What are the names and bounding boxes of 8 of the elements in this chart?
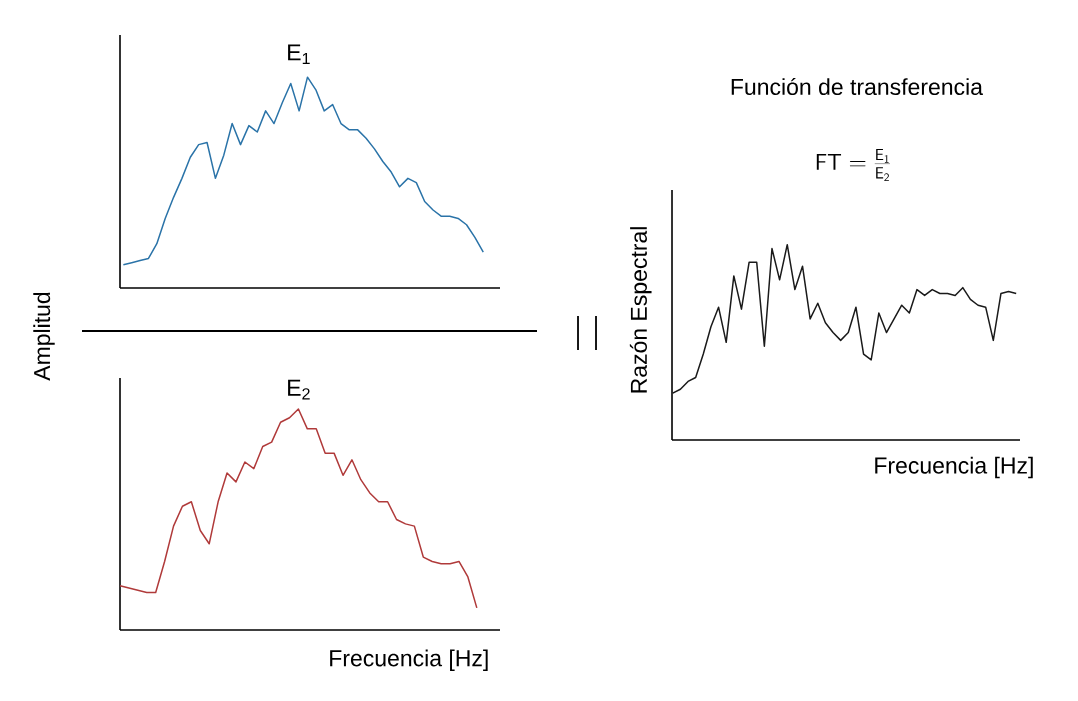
chart-title: Función de transferencia [731,77,983,96]
x-axis-title: Frecuencia [Hz] [875,456,1033,479]
text: $\mathsf{FT} = \frac{\mathsf{E}_{\mathsf{1}}}{\mathsf{E}_{\mathsf{2}}}$ [816,148,890,182]
y-axis-title: Amplitud [33,292,55,381]
chart-title: E$_{1}$ [288,44,310,65]
y-axis-title: Razón Espectral [629,227,652,393]
x-axis-title: Frecuencia [Hz] [330,649,488,671]
chart-title: E$_{2}$ [288,379,310,400]
